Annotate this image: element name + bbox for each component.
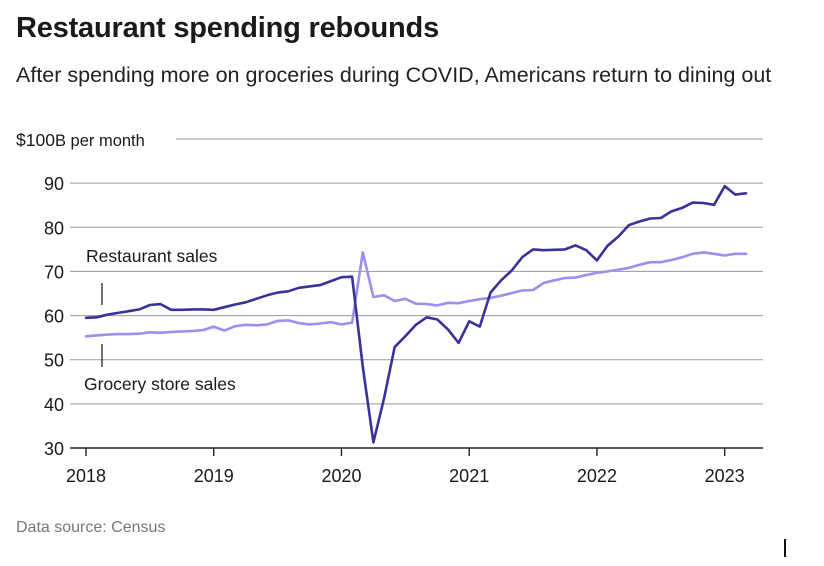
x-tick-label-2019: 2019: [194, 466, 234, 486]
x-tick-label-2020: 2020: [321, 466, 361, 486]
chart-title: Restaurant spending rebounds: [16, 12, 439, 44]
y-axis-labels: 30 40 50 60 70 80 90: [44, 174, 64, 459]
y-tick-label-60: 60: [44, 307, 64, 327]
y-tick-label-70: 70: [44, 262, 64, 282]
x-axis: 2018 2019 2020 2021 2022 2023: [66, 447, 763, 486]
series-annotations: Restaurant sales Grocery store sales: [84, 246, 236, 394]
x-tick-label-2022: 2022: [577, 466, 617, 486]
chart-subtitle: After spending more on groceries during …: [16, 63, 772, 87]
x-tick-label-2018: 2018: [66, 466, 106, 486]
y-tick-label-40: 40: [44, 395, 64, 415]
text-cursor: [784, 539, 786, 557]
y-tick-label-90: 90: [44, 174, 64, 194]
x-tick-label-2023: 2023: [705, 466, 745, 486]
y-tick-label-30: 30: [44, 439, 64, 459]
y-tick-label-80: 80: [44, 218, 64, 238]
grocery-sales-annotation: Grocery store sales: [84, 374, 236, 394]
restaurant-sales-annotation: Restaurant sales: [86, 246, 218, 266]
y-tick-label-50: 50: [44, 351, 64, 371]
x-tick-label-2021: 2021: [449, 466, 489, 486]
y-unit-prefix: $100: [16, 130, 55, 150]
series-lines: [84, 184, 748, 444]
y-unit-suffix: B per month: [55, 132, 145, 150]
y-axis-unit-label: $100B per month: [16, 130, 145, 150]
grid-lines: [70, 138, 763, 405]
data-source-note: Data source: Census: [16, 519, 166, 536]
